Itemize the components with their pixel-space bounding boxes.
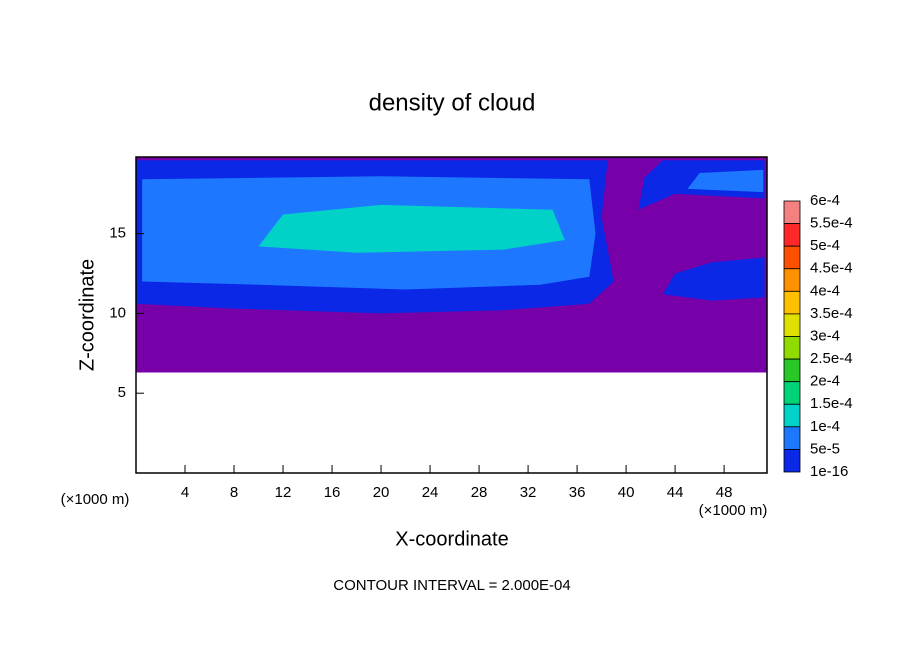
colorbar-label: 1e-16 [810, 463, 848, 480]
x-tick-label: 8 [230, 484, 238, 501]
x-tick-label: 20 [373, 484, 390, 501]
colorbar-label: 4e-4 [810, 282, 840, 299]
colorbar-label: 4.5e-4 [810, 260, 853, 277]
colorbar-label: 3e-4 [810, 327, 840, 344]
contour-region [662, 257, 765, 301]
x-tick-label: 24 [422, 484, 439, 501]
y-tick-label: 15 [109, 225, 126, 242]
contour-region [258, 204, 565, 253]
colorbar-label: 1e-4 [810, 418, 840, 435]
colorbar-box [783, 381, 801, 405]
colorbar-label: 2.5e-4 [810, 350, 853, 367]
x-tick-label: 40 [618, 484, 635, 501]
y-axis-unit: (×1000 m) [61, 491, 130, 508]
colorbar-box [783, 268, 801, 292]
colorbar-label: 5.5e-4 [810, 215, 853, 232]
colorbar-label: 5e-4 [810, 237, 840, 254]
colorbar-box [783, 426, 801, 450]
y-tick-label: 5 [118, 384, 126, 401]
colorbar-label: 2e-4 [810, 373, 840, 390]
colorbar-box [783, 336, 801, 360]
x-tick-label: 12 [275, 484, 292, 501]
colorbar-box [783, 200, 801, 224]
colorbar-box [783, 290, 801, 315]
x-tick-label: 48 [716, 484, 733, 501]
colorbar-box [783, 313, 801, 337]
x-tick-label: 4 [181, 484, 189, 501]
contour-region [687, 169, 764, 193]
annotation: CONTOUR INTERVAL = 2.000E-04 [333, 577, 570, 594]
colorbar-label: 6e-4 [810, 192, 840, 209]
colorbar-box [783, 403, 801, 428]
colorbar-label: 1.5e-4 [810, 395, 853, 412]
x-tick-label: 36 [569, 484, 586, 501]
chart-title: density of cloud [369, 89, 536, 116]
x-tick-label: 44 [667, 484, 684, 501]
colorbar-box [783, 223, 801, 247]
x-tick-label: 28 [471, 484, 488, 501]
x-tick-label: 16 [324, 484, 341, 501]
plot-frame [135, 156, 768, 474]
colorbar-label: 3.5e-4 [810, 305, 853, 322]
y-axis-label: Z-coordinate [76, 259, 98, 371]
y-tick-label: 10 [109, 304, 126, 321]
colorbar-box [783, 245, 801, 270]
colorbar-label: 5e-5 [810, 440, 840, 457]
colorbar-box [783, 449, 801, 473]
x-tick-label: 32 [520, 484, 537, 501]
x-axis-label: X-coordinate [395, 528, 508, 550]
x-axis-unit: (×1000 m) [699, 502, 768, 519]
colorbar-box [783, 358, 801, 383]
